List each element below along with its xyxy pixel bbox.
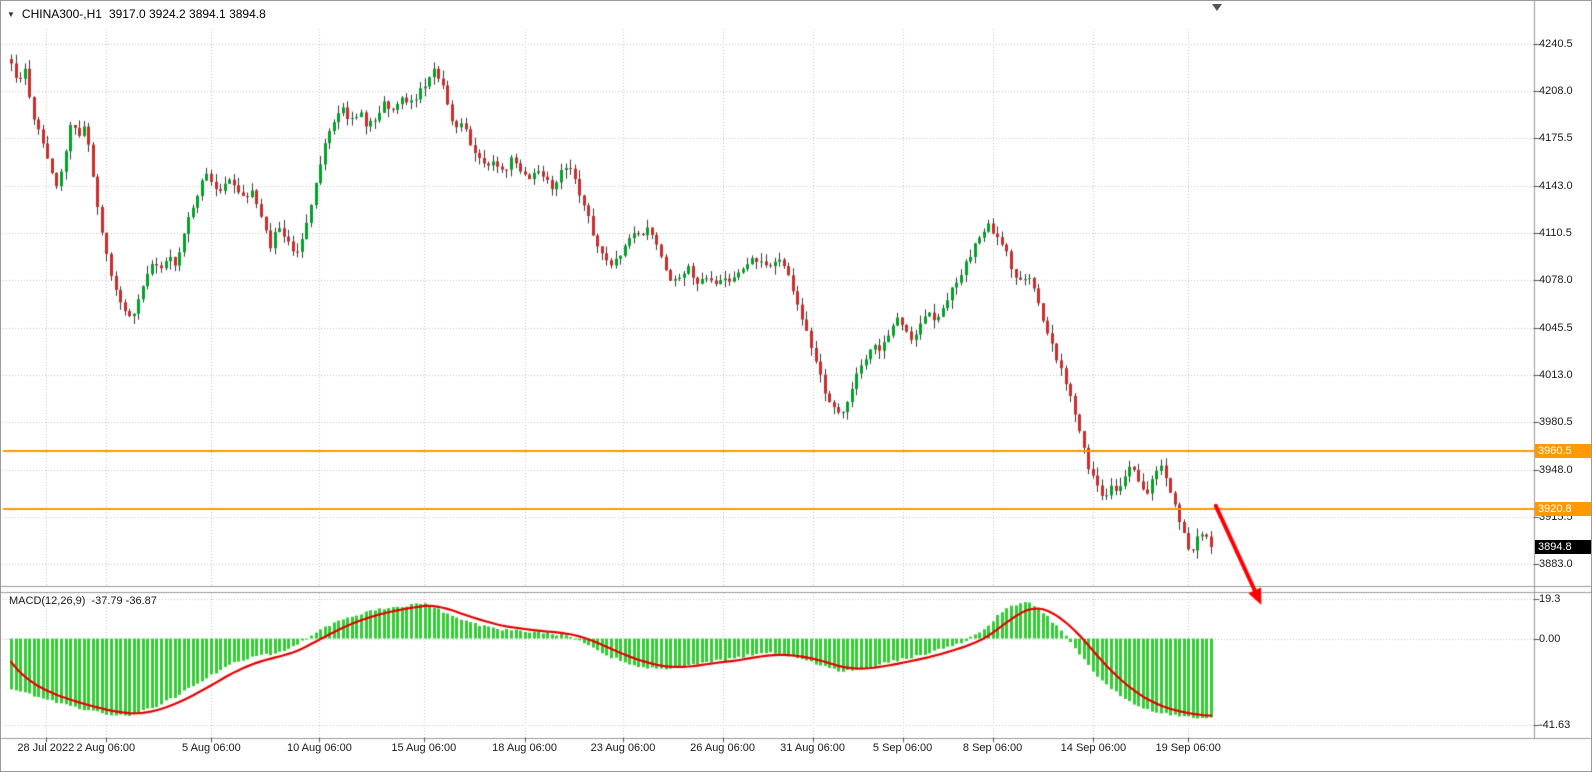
symbol-dropdown-icon[interactable]: ▼ (7, 9, 15, 19)
price-tick-label: 3883.0 (1539, 558, 1573, 571)
price-tick-label: 4143.0 (1539, 179, 1573, 192)
ohlc-values-label: 3917.0 3924.2 3894.1 3894.8 (108, 7, 266, 21)
time-axis[interactable]: 28 Jul 2022 2 Aug 06:00 5 Aug 06:00 10 Aug … (1, 740, 1534, 757)
time-tick-label: 26 Aug 06:00 (690, 742, 756, 754)
time-tick-label: 23 Aug 06:00 (590, 742, 656, 754)
price-tick-label: 4045.5 (1539, 321, 1573, 334)
price-tick-label: 4078.0 (1539, 274, 1573, 287)
time-tick-label: 8 Sep 06:00 (962, 742, 1023, 754)
price-tick-label: 4240.5 (1539, 37, 1573, 50)
time-tick-label: 5 Sep 06:00 (872, 742, 933, 754)
pane-divider[interactable] (1, 585, 1591, 594)
time-tick-label: 19 Sep 06:00 (1155, 742, 1221, 754)
trendline-price-tag: 3920.8 (1535, 502, 1591, 517)
price-axis[interactable]: 4240.5 4208.0 4175.5 4143.0 4110.5 4078.0 4045… (1535, 1, 1591, 738)
time-tick-label: 18 Aug 06:00 (492, 742, 558, 754)
macd-indicator-label: MACD(12,26,9) -37.79 -36.87 (9, 595, 157, 607)
price-tick-label: 4110.5 (1539, 226, 1572, 239)
time-tick-label: 2 Aug 06:00 (76, 742, 136, 754)
macd-tick-label: 0.00 (1539, 632, 1561, 645)
price-tick-label: 4175.5 (1539, 132, 1573, 145)
chart-header: ▼ CHINA300-,H1 3917.0 3924.2 3894.1 3894… (7, 7, 266, 21)
macd-tick-label: -41.63 (1539, 718, 1571, 731)
time-tick-label: 5 Aug 06:00 (182, 742, 241, 754)
time-tick-label: 31 Aug 06:00 (780, 742, 846, 754)
time-tick-label: 10 Aug 06:00 (286, 742, 352, 754)
chart-shift-marker-icon[interactable] (1212, 4, 1222, 11)
time-tick-label: 14 Sep 06:00 (1060, 742, 1127, 754)
price-tick-label: 4208.0 (1539, 85, 1573, 98)
time-tick-label: 28 Jul 2022 (17, 742, 75, 754)
macd-values-label: -37.79 -36.87 (91, 595, 157, 607)
price-tick-label: 3948.0 (1539, 463, 1573, 476)
symbol-timeframe-label: CHINA300-,H1 (21, 7, 102, 21)
price-tick-label: 4013.0 (1539, 368, 1573, 381)
macd-tick-label: 19.3 (1539, 592, 1561, 605)
time-tick-label: 15 Aug 06:00 (391, 742, 457, 754)
macd-name-label: MACD(12,26,9) (9, 595, 86, 607)
price-tick-label: 3980.5 (1539, 416, 1573, 429)
last-price-tag: 3894.8 (1535, 539, 1591, 554)
trendline-price-tag: 3960.5 (1535, 444, 1591, 459)
